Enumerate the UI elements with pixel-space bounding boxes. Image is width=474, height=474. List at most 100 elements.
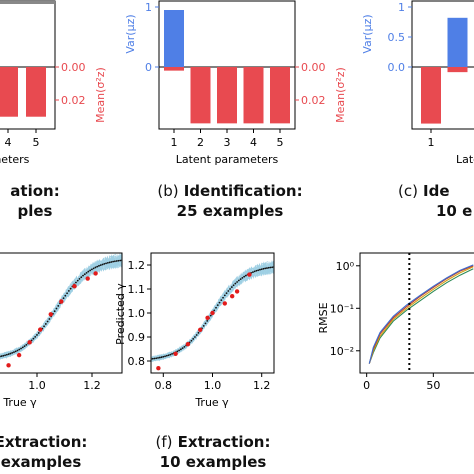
panel-e-trend-point-30 xyxy=(202,324,205,327)
panel-b-red-bar-2 xyxy=(190,67,211,124)
panel-a-red-tick-0: 0.00 xyxy=(61,61,86,74)
panel-d-trend-point-63 xyxy=(108,261,111,264)
panel-d-point-6 xyxy=(72,283,77,289)
panel-d-point-1 xyxy=(16,352,22,358)
panel-c-blue-tick-2: 0.0 xyxy=(388,61,406,74)
panel-e-trend-point-69 xyxy=(271,266,274,269)
panel-a: 0.00 0.02 Mean(σ²z) 4 5 meters xyxy=(0,0,107,166)
panel-e-trend-point-44 xyxy=(227,290,230,292)
panel-c-red-bar-2 xyxy=(447,67,468,73)
panel-d-trend-point-6 xyxy=(7,353,10,356)
caption-e-sub: 10 examples xyxy=(159,453,267,471)
panel-b: 1 0 Var(μz) 0.00 0.02 Mean(σ²z) 1 2 3 4 5 La… xyxy=(124,0,347,166)
panel-e-trend-point-53 xyxy=(243,275,246,278)
panel-d-trend-point-49 xyxy=(83,273,86,276)
panel-b-blue-axis-label: Var(μz) xyxy=(124,14,137,53)
panel-d-trend-point-22 xyxy=(36,334,38,336)
panel-f-y-tick-0: 10⁰ xyxy=(336,260,355,273)
panel-b-red-tick-1: 0.02 xyxy=(301,94,326,107)
panel-e-trend-point-24 xyxy=(192,338,195,340)
panel-d-trend-point-58 xyxy=(99,264,102,267)
panel-b-red-tick-0: 0.00 xyxy=(301,61,326,74)
panel-e-trend-point-68 xyxy=(269,266,272,269)
panel-e-y-tick-0: 1.2 xyxy=(128,259,146,272)
panel-e-trend-point-12 xyxy=(171,353,173,355)
panel-b-blue-tick-0: 1 xyxy=(145,1,152,14)
panel-d-trend-point-34 xyxy=(57,305,60,307)
panel-d-point-2 xyxy=(27,340,32,345)
panel-e-trend-point-46 xyxy=(230,286,233,288)
panel-d-trend-point-38 xyxy=(64,294,67,297)
panel-f-series-3 xyxy=(368,264,474,364)
caption-e-label: (f) xyxy=(155,433,173,451)
panel-d-trend-point-11 xyxy=(16,349,19,352)
panel-a-xlabel: meters xyxy=(0,153,30,166)
panel-d-frame xyxy=(0,252,123,374)
panel-e-trend-point-43 xyxy=(225,292,228,295)
panel-e-trend-point-48 xyxy=(234,282,237,285)
panel-d-trend-point-68 xyxy=(117,259,120,262)
panel-f-y-tick-1: 10⁻¹ xyxy=(330,302,354,315)
panel-e-trend-point-26 xyxy=(195,334,198,336)
panel-d-band-trace-17 xyxy=(0,256,122,359)
panel-e-trend-point-2 xyxy=(153,357,156,360)
panel-e-trend-point-51 xyxy=(239,278,242,281)
panel-a-red-tick-1: 0.02 xyxy=(61,94,86,107)
panel-d-trend-point-55 xyxy=(94,266,97,269)
panel-c: 1 0.5 0.0 Var(μz) 1 Laten xyxy=(361,0,474,166)
panel-a-bar-5 xyxy=(26,67,46,117)
panel-e-trend-point-31 xyxy=(204,322,207,325)
caption-a-sub: ples xyxy=(17,202,53,220)
panel-d-point-0 xyxy=(6,363,11,368)
panel-e-trend-point-61 xyxy=(257,269,260,272)
panel-e-trend-point-47 xyxy=(232,284,235,287)
panel-d-trend-point-12 xyxy=(18,348,21,351)
panel-d-trend-point-41 xyxy=(69,287,72,290)
panel-e-trend-point-5 xyxy=(158,356,161,359)
panel-e-trend-point-11 xyxy=(169,353,172,356)
panel-d-band-trace-18 xyxy=(0,255,122,358)
panel-d-band-trace-7 xyxy=(0,255,122,358)
panel-d-trend-point-60 xyxy=(103,262,106,265)
panel-d-trend-point-2 xyxy=(0,355,3,358)
panel-d-band-trace-10 xyxy=(0,254,122,359)
panel-e-point-4 xyxy=(205,315,210,320)
caption-c-sub: 10 e xyxy=(436,202,473,220)
panel-d-trend-point-45 xyxy=(76,279,79,282)
panel-d-band-trace-19 xyxy=(0,255,122,360)
panel-e-trend-point-54 xyxy=(244,274,247,277)
panel-e-point-5 xyxy=(210,310,215,316)
panel-d-point-5 xyxy=(59,299,64,304)
caption-c-title: Ide xyxy=(423,182,450,200)
panel-e-trend-point-58 xyxy=(252,271,254,273)
panel-c-frame xyxy=(411,0,474,130)
panel-d-trend-point-7 xyxy=(9,352,12,355)
caption-d-title: Extraction: xyxy=(0,433,88,451)
panel-b-x-tick-1: 1 xyxy=(171,136,178,149)
panel-e-xlabel: True γ xyxy=(194,396,229,409)
panel-d-trend-point-3 xyxy=(2,354,5,357)
panel-d-trend-point-62 xyxy=(106,261,109,264)
panel-d-band-trace-15 xyxy=(0,257,122,359)
panel-d-trend-point-20 xyxy=(32,337,35,340)
panel-e-trend-point-59 xyxy=(253,270,256,273)
panel-d-point-8 xyxy=(93,271,98,276)
panel-e: 1.2 1.1 1.0 0.9 0.8 0.8 1.0 1.2 Predicted γ Tr… xyxy=(114,252,275,409)
panel-e-band-trace-25 xyxy=(151,261,274,361)
panel-d-trend-point-5 xyxy=(5,353,8,356)
panel-f-frame xyxy=(359,252,474,374)
panel-d-trend-point-65 xyxy=(112,260,115,263)
panel-e-trend-point-36 xyxy=(213,309,216,312)
panel-d-point-3 xyxy=(38,327,43,332)
panel-d-trend-point-69 xyxy=(119,259,122,262)
panel-d-trend-point-66 xyxy=(114,260,116,263)
panel-a-red-axis-label: Mean(σ²z) xyxy=(94,67,107,123)
panel-e-point-9 xyxy=(247,272,252,277)
panel-d-band-trace-25 xyxy=(0,254,122,359)
panel-d-trend-point-21 xyxy=(34,335,37,338)
caption-a: ation: ples xyxy=(0,181,80,221)
panel-d-trend-point-8 xyxy=(11,351,14,354)
panel-d-trend-point-67 xyxy=(115,260,118,262)
panel-b-red-axis-label: Mean(σ²z) xyxy=(334,67,347,123)
panel-d-band-trace-4 xyxy=(0,255,122,359)
